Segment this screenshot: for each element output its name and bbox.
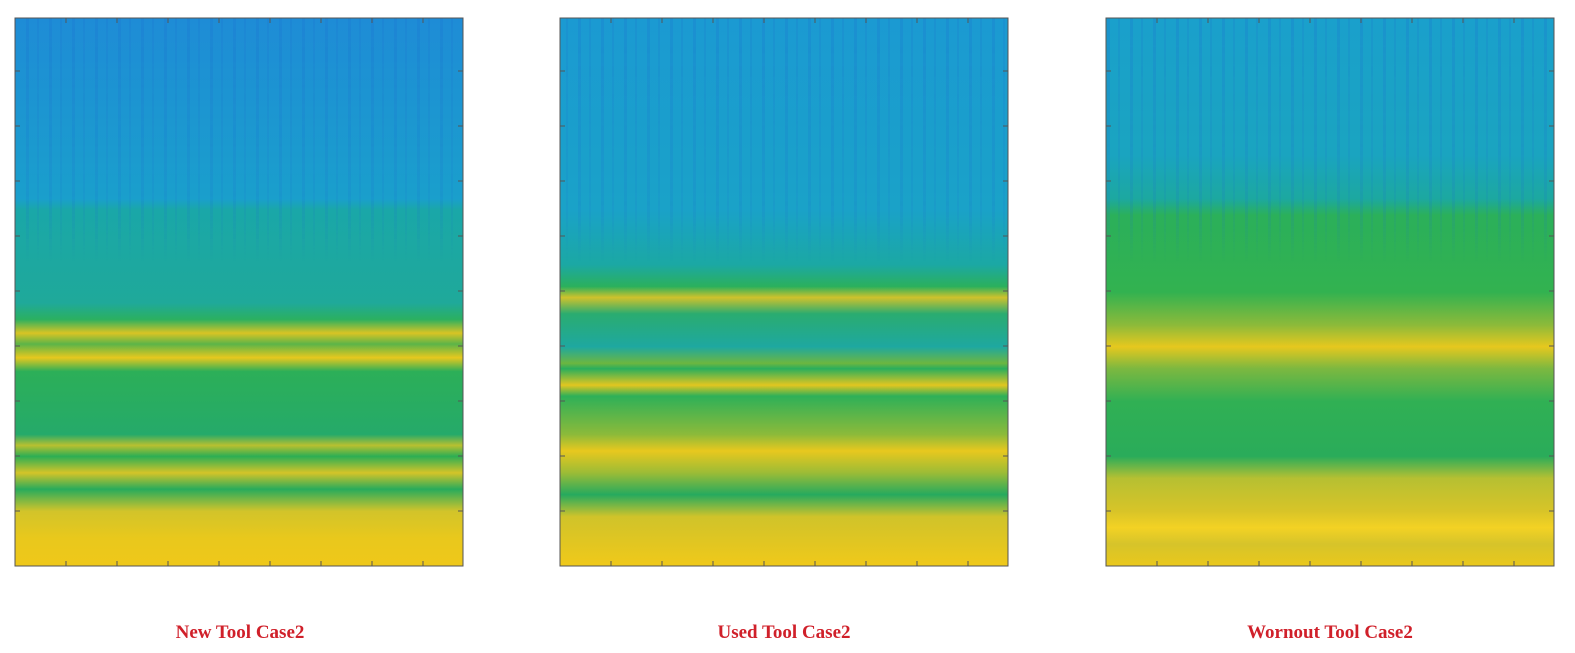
texture bbox=[15, 18, 463, 566]
frame bbox=[559, 17, 1009, 567]
panel: Used Tool Case2 bbox=[559, 17, 1009, 643]
caption: Used Tool Case2 bbox=[717, 622, 850, 643]
panel: Wornout Tool Case2 bbox=[1105, 17, 1555, 643]
caption: New Tool Case2 bbox=[176, 622, 305, 643]
panel: New Tool Case2 bbox=[14, 17, 464, 643]
caption: Wornout Tool Case2 bbox=[1247, 622, 1413, 643]
frame bbox=[1105, 17, 1555, 567]
texture bbox=[1106, 18, 1554, 566]
texture bbox=[560, 18, 1008, 566]
frame bbox=[14, 17, 464, 567]
